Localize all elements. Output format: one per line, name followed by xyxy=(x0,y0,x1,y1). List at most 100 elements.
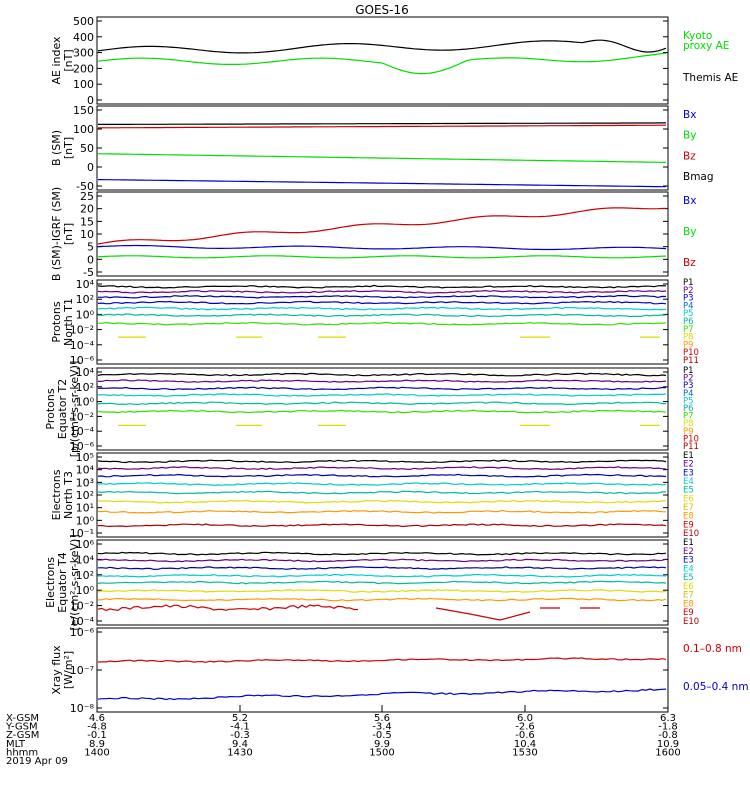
y-tick-label: 10¹ xyxy=(76,502,94,515)
legend-p11: P11 xyxy=(683,442,699,452)
panel-8: 10⁻⁶ 10⁻⁷ 10⁻⁸ Xray flux [W/m²] 0.1–0.8 nm 0.0… xyxy=(50,626,749,715)
y-tick-label: 10² xyxy=(76,293,94,306)
series-bz-residual xyxy=(97,207,667,245)
y-tick-label: 10⁰ xyxy=(76,584,95,597)
series-kyoto-proxy-ae xyxy=(97,52,667,75)
y-tick-label: 0 xyxy=(87,161,94,174)
x-column-value: 10.4 xyxy=(514,739,536,750)
y-tick-label: 10² xyxy=(76,489,94,502)
series-channel-5 xyxy=(97,490,667,495)
y-tick-label: 10⁻⁶ xyxy=(70,440,95,453)
legend-0-05-0-4-nm: 0.05–0.4 nm xyxy=(683,681,749,693)
y-tick-label: 25 xyxy=(80,190,94,203)
series-channel-1 xyxy=(97,459,667,464)
legend-by: By xyxy=(683,226,696,238)
legend-proxy-ae: proxy AE xyxy=(683,40,729,52)
y-tick-label: -5 xyxy=(83,266,94,279)
legend-p8: P8 xyxy=(683,419,694,429)
y-tick-label: 10⁻⁴ xyxy=(70,615,95,628)
x-column-value: -4.8 xyxy=(87,722,107,733)
y-label-line: Electrons xyxy=(50,469,63,520)
legend-p10: P10 xyxy=(683,434,699,444)
series-channel-5 xyxy=(97,580,667,585)
legend-e3: E3 xyxy=(683,556,694,566)
series-channel-2 xyxy=(97,289,667,294)
series-channel-2 xyxy=(97,466,667,471)
series-xray-long xyxy=(97,657,667,663)
series-by-residual xyxy=(97,255,667,259)
series-channel-7 xyxy=(97,509,667,514)
y-tick-label: 0 xyxy=(87,94,94,107)
x-column-value: -2.6 xyxy=(515,722,535,733)
x-column-value: 9.4 xyxy=(232,739,248,750)
y-tick-label: -50 xyxy=(76,180,94,193)
series-channel-5 xyxy=(97,401,667,406)
legend-0-1-0-8-nm: 0.1–0.8 nm xyxy=(683,643,742,655)
series-channel-4 xyxy=(97,482,667,487)
y-tick-label: 150 xyxy=(73,104,94,117)
y-tick-label: 10⁻¹ xyxy=(70,527,94,540)
x-column-value: 4.6 xyxy=(89,713,105,724)
y-tick-label: 10⁻² xyxy=(70,324,94,337)
y-axis-label: Protons North T1 xyxy=(50,298,75,346)
legend-p5: P5 xyxy=(683,396,694,406)
legend-e2: E2 xyxy=(683,547,694,557)
series-channel-2 xyxy=(98,558,667,563)
legend-e9: E9 xyxy=(683,520,694,530)
y-label-line: Equator T4 xyxy=(56,552,69,612)
legend-kyoto: Kyoto xyxy=(683,30,712,42)
y-tick-label: 10² xyxy=(76,381,94,394)
legend-p8: P8 xyxy=(683,333,694,343)
y-tick-label: 10⁰ xyxy=(76,396,95,409)
legend-p1: P1 xyxy=(683,366,694,376)
legend-p2: P2 xyxy=(683,374,694,384)
series-e9-dip xyxy=(435,607,531,621)
panel-frame xyxy=(96,539,669,626)
y-axis-label: Xray flux [W/m²] xyxy=(50,645,75,695)
y-axis-label: B (SM)-IGRF (SM) [nT] xyxy=(50,187,75,281)
y-tick-label: 15 xyxy=(80,215,94,228)
series-bz xyxy=(97,124,666,129)
series-channel-7 xyxy=(97,597,667,602)
y-axis-label: Electrons North T3 xyxy=(50,469,75,520)
y-label-line: Xray flux xyxy=(50,645,63,695)
series-channel-6 xyxy=(97,409,667,414)
y-tick-label: 10⁰ xyxy=(76,308,95,321)
y-tick-label: 100 xyxy=(73,78,94,91)
x-column-value: 1400 xyxy=(84,747,109,758)
legend-p4: P4 xyxy=(683,389,694,399)
x-column-value: 9.9 xyxy=(374,739,390,750)
legend-p7: P7 xyxy=(683,325,694,335)
y-tick-label: 10⁻² xyxy=(70,410,94,423)
legend-bz: Bz xyxy=(683,150,696,162)
legend-bx: Bx xyxy=(683,109,696,121)
series-channel-3 xyxy=(97,566,667,571)
x-column-value: 1500 xyxy=(369,747,394,758)
y-tick-label: 300 xyxy=(73,47,94,60)
legend-e4: E4 xyxy=(683,564,694,574)
y-label-line: North T1 xyxy=(62,298,75,346)
legend-e3: E3 xyxy=(683,468,694,478)
y-tick-label: 100 xyxy=(73,123,94,136)
x-column-value: 1430 xyxy=(227,747,252,758)
legend-p5: P5 xyxy=(683,309,694,319)
legend-e8: E8 xyxy=(683,599,694,609)
legend-e6: E6 xyxy=(683,494,694,504)
x-row-label: hhmm xyxy=(6,747,38,758)
series-e9-segment xyxy=(97,604,359,612)
panel-legend: Bx By Bz xyxy=(683,195,696,269)
series-channel-6 xyxy=(97,589,667,593)
series-channel-2 xyxy=(98,379,667,383)
y-tick-label: 10⁻⁴ xyxy=(70,425,95,438)
panel-legend: 0.1–0.8 nm 0.05–0.4 nm xyxy=(683,643,749,693)
x-column-value: -1.8 xyxy=(658,722,678,733)
x-row-label: MLT xyxy=(6,739,26,750)
